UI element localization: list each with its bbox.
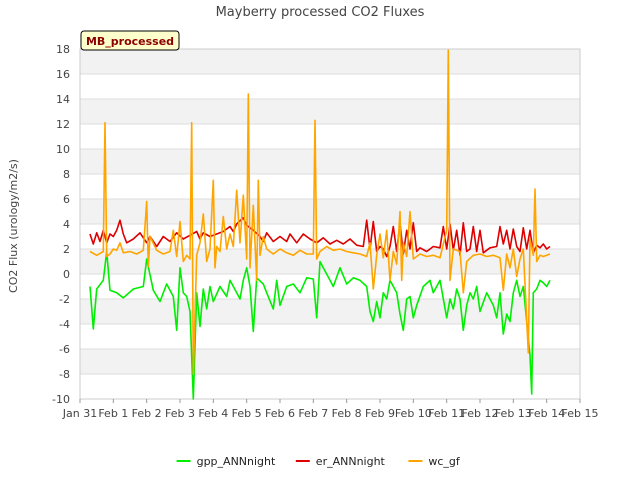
background-band [80, 99, 580, 124]
y-tick-label: 16 [56, 68, 70, 81]
background-band [80, 299, 580, 324]
background-band [80, 124, 580, 149]
processed-tag-box [80, 30, 180, 51]
x-tick-label: Feb 10 [395, 407, 432, 420]
x-tick-label: Feb 9 [365, 407, 395, 420]
y-tick-label: 18 [56, 43, 70, 56]
x-tick-label: Feb 5 [232, 407, 262, 420]
x-tick-label: Feb 3 [165, 407, 195, 420]
y-tick-label: -10 [52, 393, 70, 406]
series-line-gpp_ANNnight [89, 250, 551, 400]
series-line-er_ANNnight [89, 216, 551, 258]
y-tick-label: 10 [56, 143, 70, 156]
background-band [80, 199, 580, 224]
x-tick-label: Feb 1 [98, 407, 128, 420]
x-tick-label: Feb 8 [332, 407, 362, 420]
x-tick-label: Feb 15 [562, 407, 599, 420]
processed-tag: MB_processed [80, 30, 180, 51]
background-bands [80, 49, 580, 399]
x-tick-labels: Jan 31 Feb 1 Feb 2 Feb 3 Feb 4 Feb 5 Feb 6 Feb … [62, 399, 599, 420]
plot-border [79, 48, 581, 400]
y-tick-label: 4 [63, 218, 70, 231]
background-band [80, 374, 580, 399]
background-band [80, 174, 580, 199]
y-axis-label: CO2 Flux (urology/m2/s) [7, 159, 20, 293]
legend-entry-label: er_ANNnight [316, 455, 386, 468]
x-tick-label: Feb 14 [528, 407, 565, 420]
axis-frame [79, 48, 581, 400]
x-tick-label: Jan 31 [62, 407, 97, 420]
background-band [80, 49, 580, 74]
series-line-wc_gf [89, 49, 551, 375]
background-band [80, 349, 580, 374]
x-tick-label: Feb 6 [265, 407, 295, 420]
y-tick-labels: -10 -8 -6 -4 -2 0 2 4 6 8 10 12 14 16 18 [52, 43, 70, 406]
y-tick-label: 14 [56, 93, 70, 106]
legend-entry-label: gpp_ANNnight [197, 455, 276, 468]
series-layer [89, 49, 551, 400]
y-tick-label: 2 [63, 243, 70, 256]
x-tick-label: Feb 11 [428, 407, 465, 420]
y-tick-label: 8 [63, 168, 70, 181]
y-tick-label: 6 [63, 193, 70, 206]
y-tick-label: -8 [59, 368, 70, 381]
x-tick-label: Feb 12 [462, 407, 499, 420]
x-tick-label: Feb 2 [132, 407, 162, 420]
processed-tag-label: MB_processed [86, 35, 174, 48]
y-tick-label: -2 [59, 293, 70, 306]
x-tick-label: Feb 7 [298, 407, 328, 420]
legend: gpp_ANNnight er_ANNnight wc_gf [176, 455, 461, 468]
y-tick-label: 12 [56, 118, 70, 131]
background-band [80, 324, 580, 349]
y-tick-label: -6 [59, 343, 70, 356]
legend-entry-label: wc_gf [428, 455, 461, 468]
background-band [80, 149, 580, 174]
chart-title: Mayberry processed CO2 Fluxes [216, 5, 425, 20]
y-tick-label: 0 [63, 268, 70, 281]
background-band [80, 74, 580, 99]
x-tick-label: Feb 13 [495, 407, 532, 420]
x-tick-label: Feb 4 [198, 407, 228, 420]
y-tick-label: -4 [59, 318, 70, 331]
